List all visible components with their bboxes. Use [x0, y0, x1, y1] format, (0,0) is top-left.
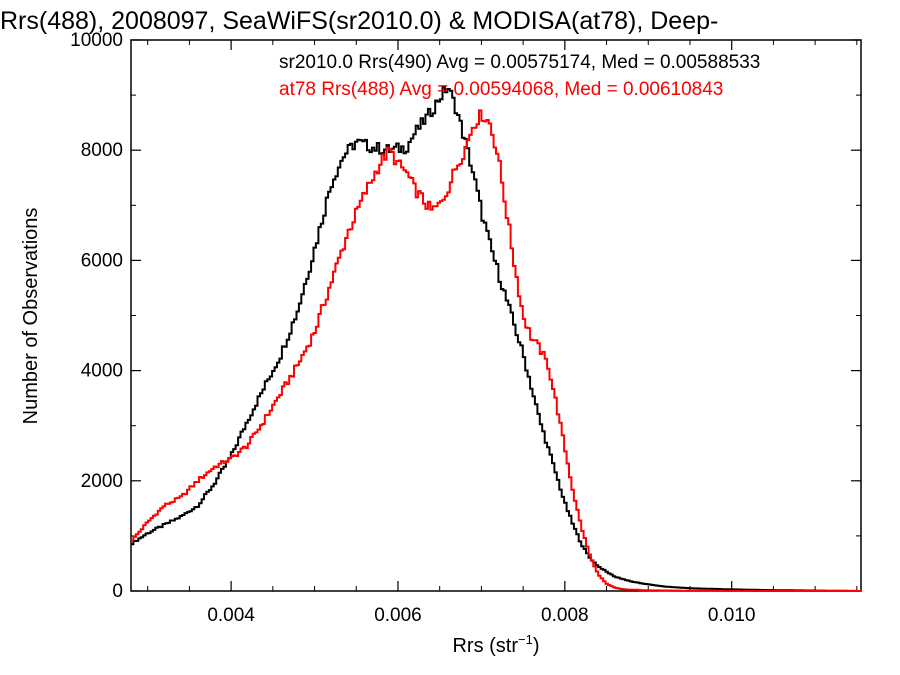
y-tick-label: 2000 [81, 471, 123, 492]
chart-title: Rrs(488), 2008097, SeaWiFS(sr2010.0) & M… [0, 7, 718, 35]
legend-entry-black: sr2010.0 Rrs(490) Avg = 0.00575174, Med … [279, 52, 760, 73]
y-tick-label: 10000 [70, 30, 123, 51]
y-tick-label: 4000 [81, 361, 123, 382]
series-line-sr2010 [131, 86, 861, 592]
series-line-at78 [131, 109, 861, 592]
x-tick-labels: 0.004 0.006 0.008 0.010 [207, 605, 755, 626]
y-tick-label: 8000 [81, 140, 123, 161]
x-tick-label: 0.008 [541, 605, 589, 626]
x-axis-label-main: Rrs (str [452, 635, 518, 657]
y-axis-label: Number of Observations [20, 208, 42, 425]
legend-entry-red: at78 Rrs(488) Avg = 0.00594068, Med = 0.… [279, 79, 723, 100]
y-tick-labels: 0 2000 4000 6000 8000 10000 [70, 30, 123, 602]
y-tick-label: 6000 [81, 250, 123, 271]
x-axis-label-close: ) [533, 635, 540, 657]
x-axis-label-exponent: −1 [518, 632, 533, 647]
x-axis-label: Rrs (str−1) [452, 632, 539, 657]
y-tick-label: 0 [112, 581, 123, 602]
series-layer [131, 86, 861, 592]
plot-frame [130, 39, 862, 592]
axis-ticks [131, 39, 861, 592]
x-tick-label: 0.004 [207, 605, 255, 626]
x-tick-label: 0.006 [374, 605, 422, 626]
x-tick-label: 0.010 [708, 605, 756, 626]
